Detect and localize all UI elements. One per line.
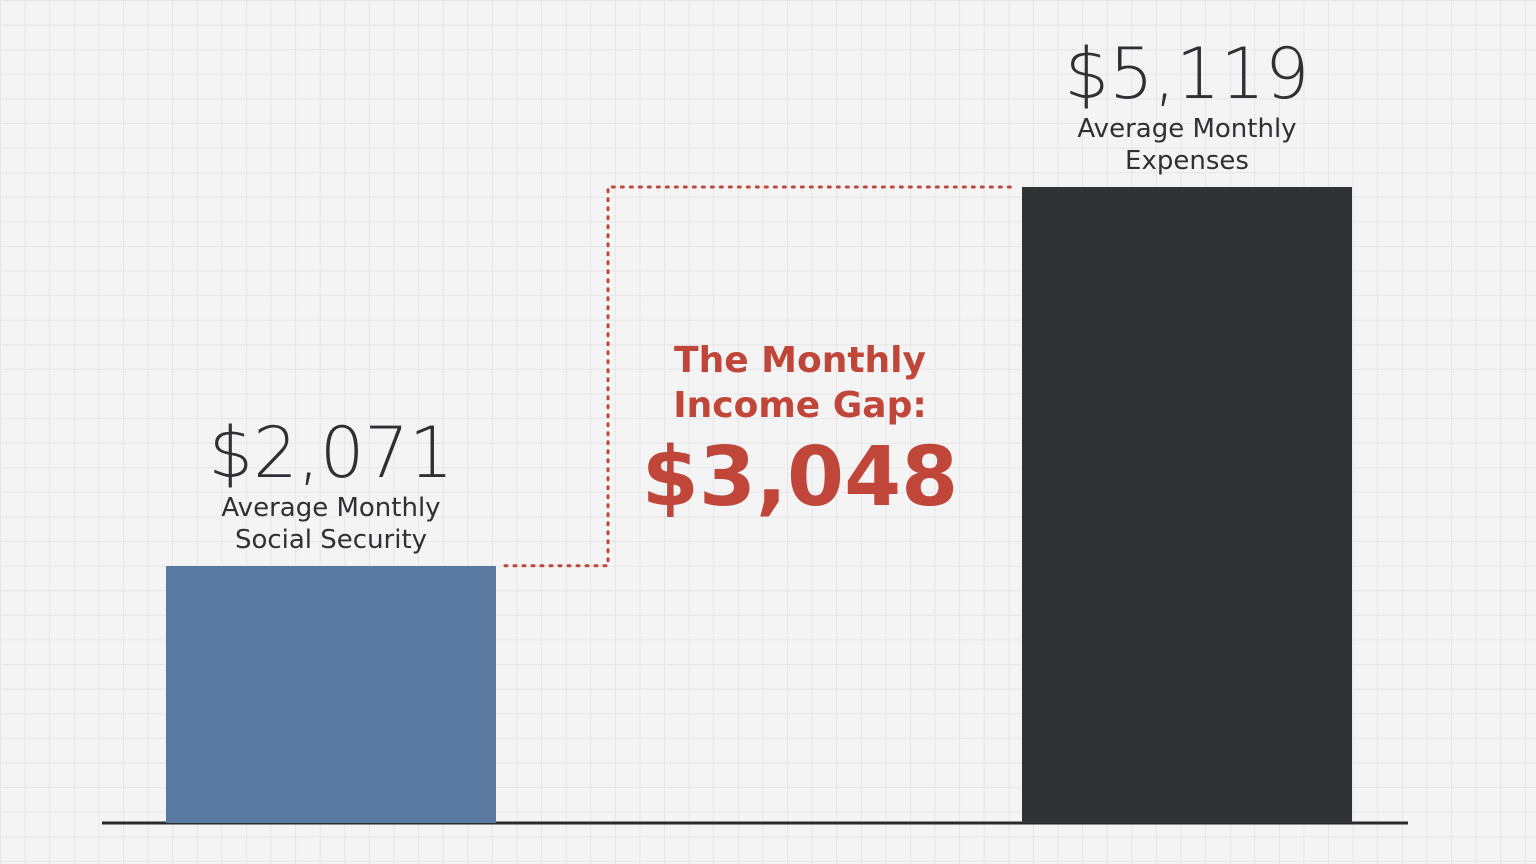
bar-label-group: $5,119 Average Monthly Expenses (1022, 35, 1352, 177)
annotation-value: $3,048 (641, 430, 959, 525)
category-label: Average Monthly Social Security (221, 492, 441, 555)
annotation-text: The Monthly Income Gap: (673, 340, 927, 426)
bar (1022, 187, 1352, 823)
gap-connector (503, 185, 1014, 568)
category-label: Average Monthly Expenses (1077, 114, 1297, 176)
value-label: $5,119 (1064, 33, 1310, 115)
bar (166, 565, 496, 823)
value-label: $2,071 (208, 411, 454, 494)
bar-label-group: $2,071 Average Monthly Social Security (166, 414, 496, 556)
annotation: The Monthly Income Gap: $3,048 (640, 338, 960, 528)
